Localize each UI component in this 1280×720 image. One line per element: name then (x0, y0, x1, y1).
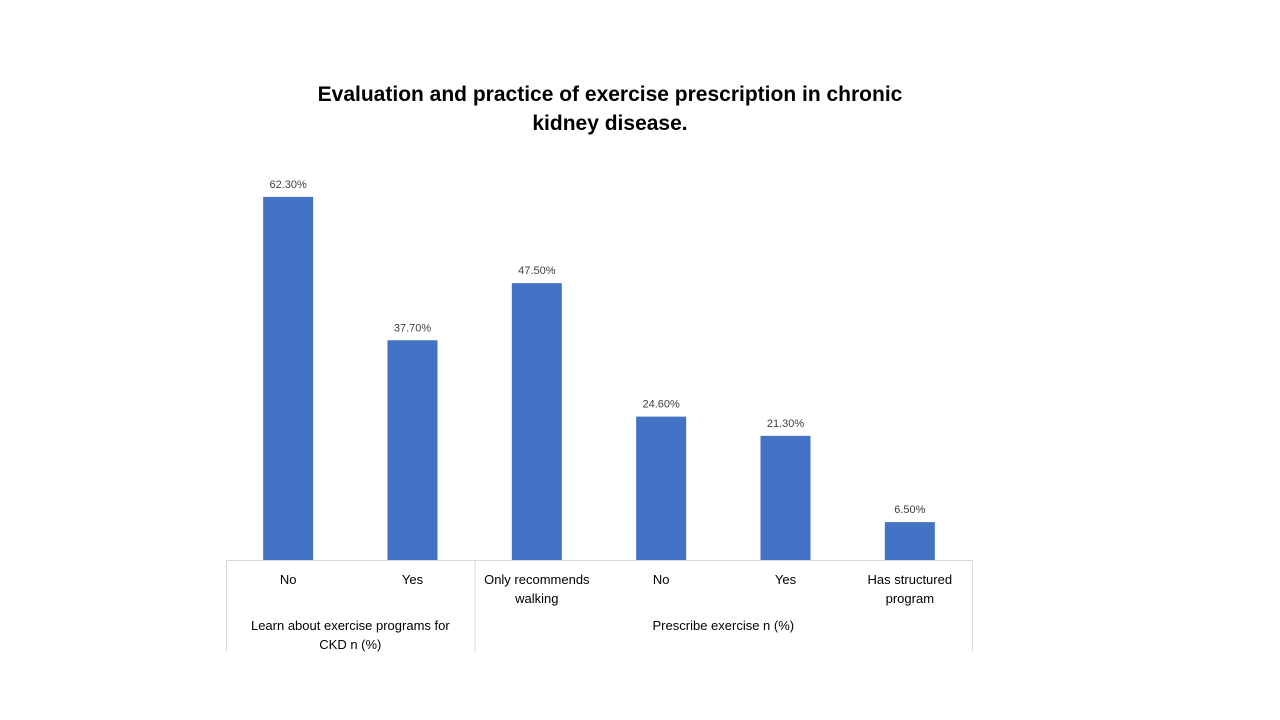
data-label: 62.30% (270, 179, 308, 191)
category-label: No (280, 572, 297, 587)
category-label: Has structured program (868, 572, 953, 606)
group-label: Prescribe exercise n (%) (653, 618, 795, 633)
bar (387, 340, 438, 560)
category-label: No (653, 572, 670, 587)
bar (884, 522, 935, 560)
data-label: 6.50% (894, 504, 925, 516)
category-label: Only recommends walking (484, 572, 590, 606)
bar (511, 283, 562, 560)
category-label: Yes (402, 572, 424, 587)
data-label: 24.60% (643, 399, 681, 411)
category-label: Yes (775, 572, 797, 587)
chart-title: Evaluation and practice of exercise pres… (317, 83, 903, 135)
data-label: 47.50% (518, 265, 556, 277)
bar (263, 196, 314, 560)
data-label: 21.30% (767, 418, 805, 430)
group-label: Learn about exercise programs for CKD n (… (251, 618, 450, 652)
bar (636, 416, 687, 560)
bar (760, 435, 811, 560)
data-label: 37.70% (394, 322, 432, 334)
